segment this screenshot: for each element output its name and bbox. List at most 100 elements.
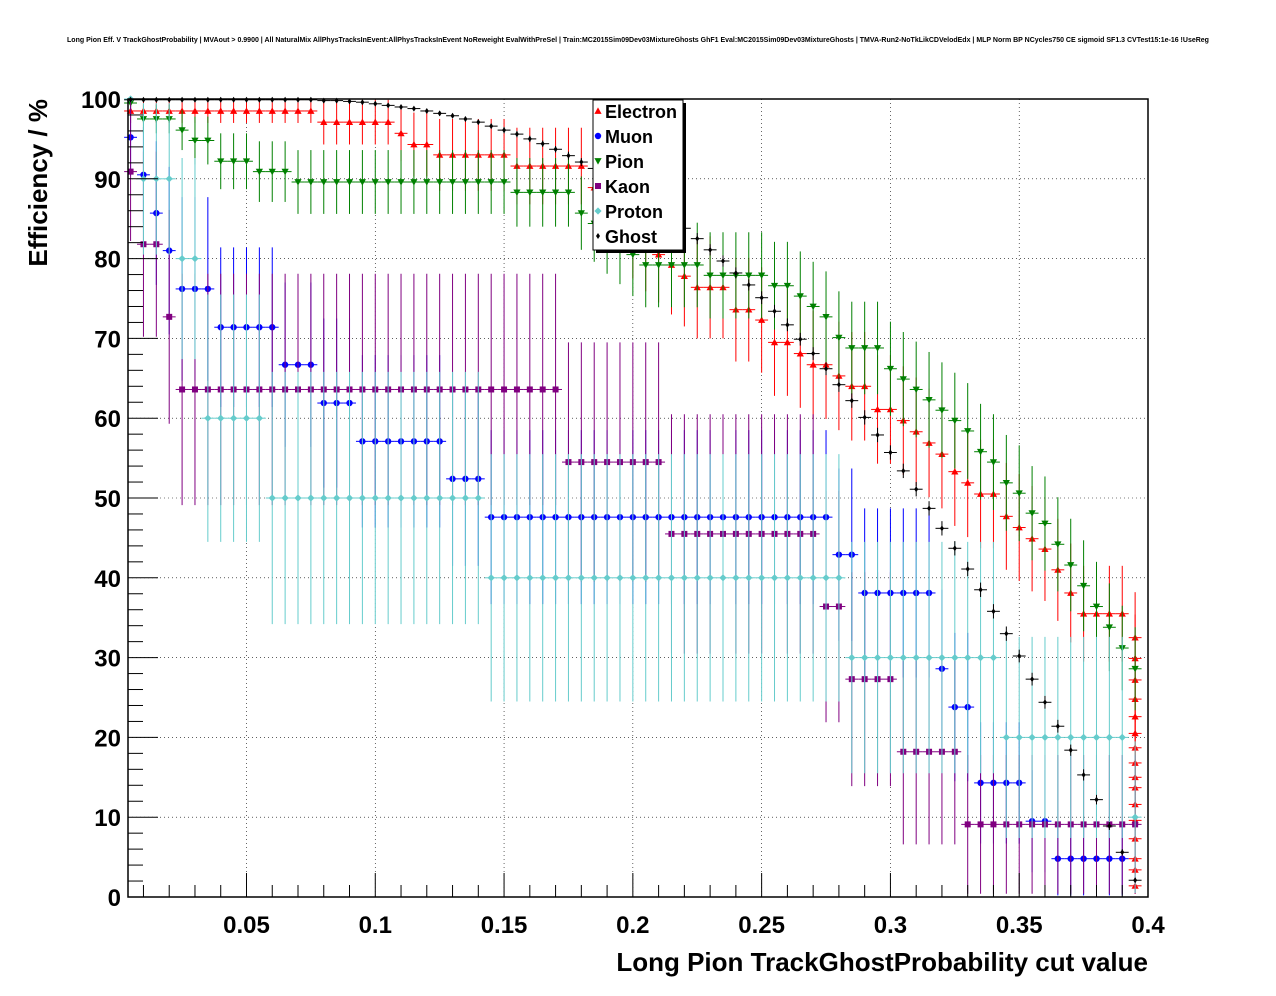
data-point [527, 135, 532, 142]
data-point [836, 381, 841, 388]
data-point [358, 118, 366, 126]
data-point [230, 107, 238, 114]
data-point [835, 574, 843, 582]
data-point [772, 308, 777, 315]
data-point [989, 654, 998, 662]
data-point [1092, 733, 1101, 741]
x-tick-label: 0.3 [874, 912, 907, 939]
data-point [1120, 849, 1125, 856]
data-point [320, 118, 328, 126]
legend-marker-kaon [595, 183, 601, 189]
data-point [399, 103, 404, 110]
data-point [281, 168, 289, 176]
data-point [358, 179, 366, 186]
y-tick-label: 20 [94, 725, 121, 752]
data-point [746, 281, 751, 288]
data-point [861, 654, 869, 662]
x-axis-title: Long Pion TrackGhostProbability cut valu… [616, 947, 1148, 977]
series-ghost [124, 96, 1142, 884]
data-point [770, 282, 779, 290]
data-point [1002, 733, 1010, 741]
data-point [977, 821, 984, 828]
data-point [397, 179, 405, 186]
data-point [964, 428, 972, 435]
data-point [461, 494, 470, 502]
y-tick-label: 100 [81, 87, 121, 114]
data-point [513, 574, 521, 582]
data-point [281, 494, 289, 502]
data-point [721, 257, 725, 264]
data-point [758, 272, 766, 279]
data-point [1015, 733, 1023, 741]
data-point [437, 110, 442, 117]
legend-box [592, 99, 684, 251]
data-point [809, 303, 817, 311]
data-point [1041, 733, 1049, 741]
data-point [320, 179, 328, 186]
data-point [1105, 733, 1113, 741]
axes: 0.05 0.1 0.15 0.2 0.25 0.3 0.35 0.4 0 10 20 30 40 50 6… [81, 87, 1165, 939]
data-point [642, 262, 650, 269]
data-point [1118, 733, 1126, 741]
data-point [294, 494, 302, 502]
data-point [1028, 510, 1036, 517]
data-point [564, 574, 573, 582]
data-point [695, 235, 700, 242]
data-point [307, 179, 315, 186]
data-point [373, 100, 378, 107]
data-point [360, 99, 365, 106]
data-point [1131, 813, 1139, 821]
legend-marker-muon [594, 132, 602, 140]
data-point [590, 574, 598, 582]
data-point [667, 574, 676, 582]
data-point [436, 494, 444, 502]
data-point [848, 654, 856, 662]
data-point [745, 574, 753, 582]
data-point [759, 294, 764, 301]
data-point [347, 98, 352, 105]
data-point [873, 654, 882, 662]
data-point [553, 146, 558, 153]
data-point [242, 158, 251, 165]
legend-marker-ghost [596, 233, 600, 239]
data-point [888, 449, 893, 456]
legend-label-ghost: Ghost [605, 227, 657, 247]
data-point [873, 345, 882, 352]
data-point [255, 168, 263, 176]
data-point [255, 107, 263, 114]
data-point [230, 158, 238, 165]
data-point [938, 407, 946, 414]
data-point [939, 525, 944, 532]
data-point [487, 179, 495, 186]
data-point [811, 350, 816, 357]
data-point [539, 386, 546, 393]
data-point [899, 654, 907, 662]
data-point [719, 574, 727, 582]
y-tick-label: 40 [94, 566, 121, 593]
data-point [204, 414, 212, 422]
data-point [1055, 723, 1060, 730]
data-point [489, 123, 494, 130]
data-point [964, 821, 971, 828]
legend-label-proton: Proton [605, 202, 663, 222]
series-pion [124, 99, 1142, 711]
data-point [1004, 630, 1009, 637]
data-point [500, 574, 508, 582]
data-point [745, 272, 753, 279]
data-point [345, 179, 354, 186]
data-point [526, 574, 534, 582]
data-point [1131, 665, 1139, 673]
data-point [693, 574, 701, 582]
data-point [526, 386, 533, 393]
data-point [166, 313, 173, 320]
data-point [411, 105, 416, 112]
data-point [938, 654, 946, 662]
data-point [474, 179, 482, 186]
data-point [809, 574, 817, 582]
data-point [384, 179, 392, 186]
data-point [616, 574, 624, 582]
data-point [474, 494, 482, 502]
data-point [693, 262, 701, 269]
data-point [178, 255, 186, 263]
